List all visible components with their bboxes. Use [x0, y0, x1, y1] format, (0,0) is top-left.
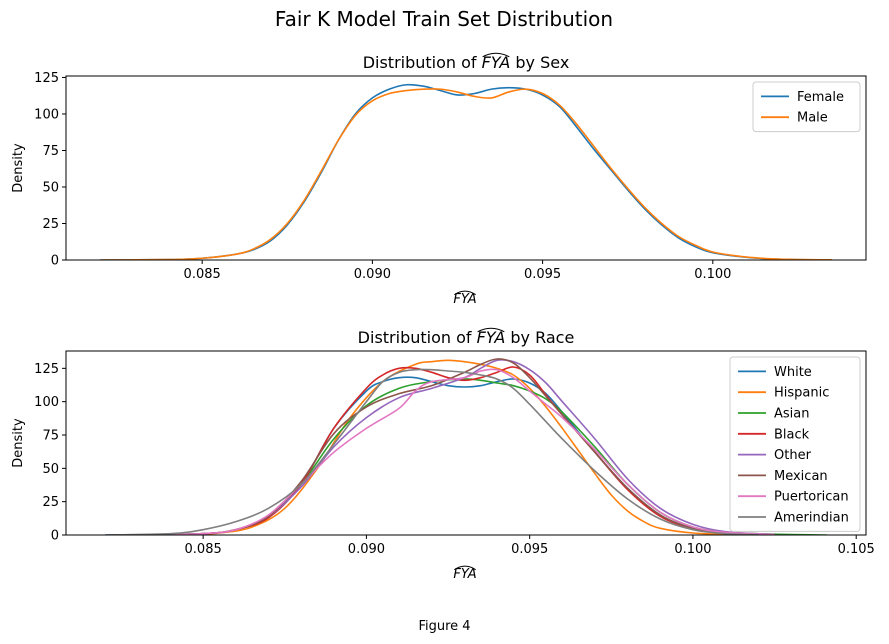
chart-title-symbol: FYA [482, 53, 511, 72]
x-tick-label: 0.085 [184, 267, 221, 282]
chart-title-suffix: by Sex [510, 53, 569, 72]
chart-title: Distribution of FYA by Sex [363, 53, 570, 72]
series-lines [100, 83, 832, 260]
legend-label: Mexican [774, 469, 828, 484]
x-tick-label: 0.090 [348, 542, 385, 557]
legend-box [752, 81, 861, 133]
chart-title-hat [482, 52, 510, 58]
series-line-puertorican [137, 368, 775, 535]
y-tick-label: 100 [34, 107, 59, 122]
x-tick-label: 0.090 [354, 267, 391, 282]
y-axis-label: Density [11, 143, 26, 193]
y-tick-label: 0 [51, 254, 59, 269]
chart-title-suffix: by Race [505, 328, 574, 347]
y-tick-label: 50 [42, 180, 59, 195]
chart-title-hat [477, 327, 505, 333]
series-line-mexican [137, 358, 775, 535]
figure-caption: Figure 4 [418, 619, 471, 634]
series-line-male [100, 88, 832, 260]
chart-title-prefix: Distribution of [358, 328, 477, 347]
y-tick-label: 75 [42, 429, 59, 444]
y-tick-label: 25 [42, 495, 59, 510]
x-tick-label: 0.095 [524, 267, 561, 282]
x-tick-label: 0.105 [838, 542, 875, 557]
legend-label: Asian [774, 407, 809, 422]
x-tick-label: 0.100 [674, 542, 711, 557]
race-distribution-chart: Distribution of FYA by Race 0.085 0.090 0.0… [11, 327, 875, 582]
y-axis-label: Density [11, 418, 26, 468]
plot-frame [65, 350, 867, 536]
x-axis-label-symbol: FYA [453, 567, 476, 582]
y-tick-label: 50 [42, 462, 59, 477]
x-axis-label-hat [454, 565, 476, 571]
y-tick-label: 125 [34, 362, 59, 377]
series-line-black [137, 366, 775, 535]
x-tick-label: 0.095 [511, 542, 548, 557]
legend-label: Hispanic [774, 386, 829, 401]
legend: Female Male [752, 81, 861, 133]
x-tick-label: 0.085 [185, 542, 222, 557]
y-tick-label: 100 [34, 395, 59, 410]
legend-label: Puertorican [774, 490, 849, 505]
y-tick-label: 125 [34, 71, 59, 86]
figure-suptitle: Fair K Model Train Set Distribution [275, 7, 613, 31]
chart-title-symbol: FYA [477, 328, 506, 347]
x-axis-label: FYA [453, 292, 476, 307]
legend-label: White [774, 365, 812, 380]
legend: White Hispanic Asian Black Other Mexican Puert… [729, 356, 861, 532]
x-axis-label: FYA [453, 567, 476, 582]
series-line-female [100, 83, 832, 260]
y-tick-label: 75 [42, 144, 59, 159]
sex-distribution-chart: Distribution of FYA by Sex 0.085 0.090 0.09… [11, 52, 867, 307]
series-line-amerindian [105, 368, 759, 535]
y-tick-label: 0 [51, 529, 59, 544]
legend-label: Male [797, 111, 828, 126]
legend-label: Amerindian [774, 511, 849, 526]
x-tick-label: 0.100 [694, 267, 731, 282]
y-tick-label: 25 [42, 217, 59, 232]
series-line-asian [137, 378, 827, 535]
series-line-white [105, 376, 775, 535]
plot-frame [65, 75, 867, 261]
series-lines [105, 358, 827, 535]
chart-title: Distribution of FYA by Race [358, 328, 575, 347]
x-axis-label-hat [454, 290, 476, 296]
legend-label: Female [797, 90, 844, 105]
x-axis-label-symbol: FYA [453, 292, 476, 307]
legend-box [729, 356, 861, 532]
legend-label: Other [774, 448, 812, 463]
series-line-other [137, 359, 775, 535]
legend-label: Black [774, 427, 810, 442]
chart-title-prefix: Distribution of [363, 53, 482, 72]
